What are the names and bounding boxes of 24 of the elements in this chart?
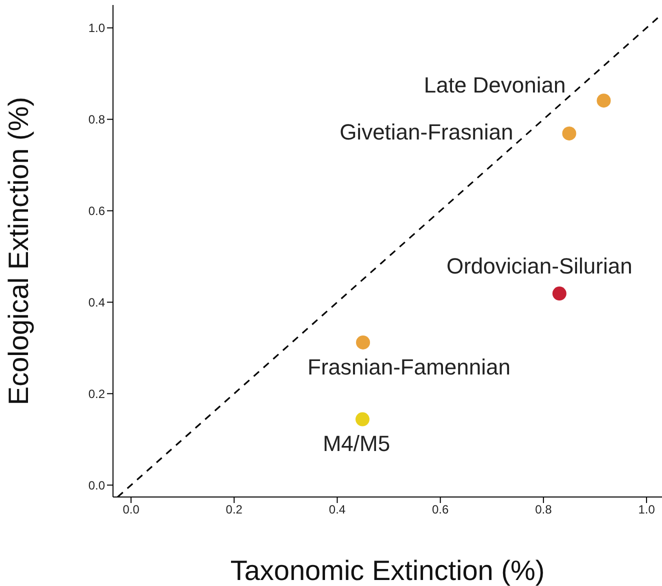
annotation: Givetian-Frasnian (340, 119, 514, 144)
x-tick-label: 0.4 (328, 502, 346, 517)
point (596, 94, 611, 108)
x-axis-title: Taxonomic Extinction (%) (230, 555, 545, 586)
x-tick-label: 0.6 (432, 502, 449, 517)
y-tick-label: 0.2 (88, 386, 106, 401)
y-tick-label: 1.0 (88, 21, 106, 36)
annotation: Ordovician-Silurian (446, 253, 632, 278)
x-tick-label: 0.8 (535, 502, 552, 517)
y-tick-label: 0.0 (88, 478, 106, 492)
y-tick-label: 0.8 (88, 112, 106, 127)
annotation: Frasnian-Famennian (308, 354, 511, 380)
y-tick-label: 0.4 (88, 295, 106, 310)
annotation: Late Devonian (424, 72, 566, 98)
x-tick-label: 0.0 (122, 502, 140, 517)
point (562, 126, 576, 140)
point (356, 412, 370, 426)
x-tick-label: 0.2 (226, 502, 243, 517)
annotation: M4/M5 (322, 431, 390, 456)
point (356, 335, 370, 350)
point (552, 286, 566, 301)
y-tick-label: 0.6 (88, 204, 106, 218)
x-tick-label: 1.0 (638, 502, 656, 517)
y-axis-title: Ecological Extinction (%) (2, 96, 34, 406)
